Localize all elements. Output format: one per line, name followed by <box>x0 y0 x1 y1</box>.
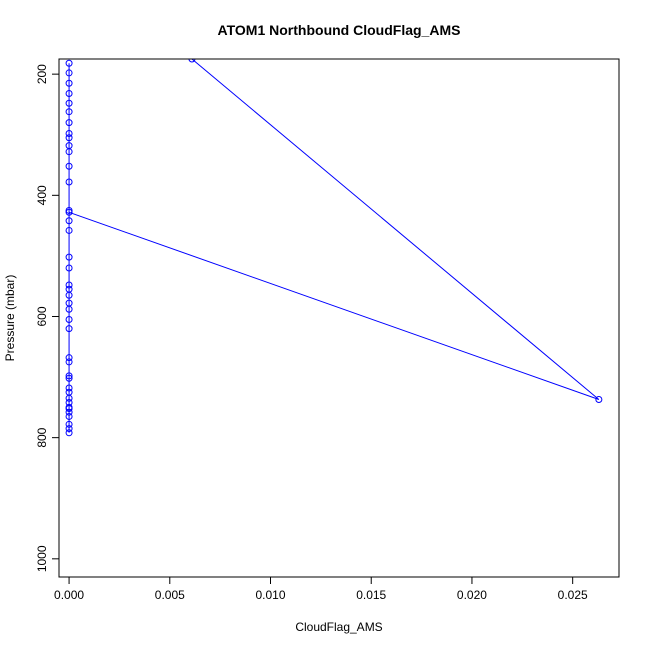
data-point <box>65 281 73 289</box>
data-point <box>65 325 73 333</box>
data-point <box>65 305 73 313</box>
data-point <box>65 384 73 392</box>
y-axis: 200 400 600 800 1000 <box>35 64 60 572</box>
data-point <box>65 408 73 416</box>
data-point <box>65 425 73 433</box>
data-point <box>65 206 73 214</box>
y-tick-label: 1000 <box>35 545 49 572</box>
data-point <box>65 162 73 170</box>
data-point <box>65 264 73 272</box>
x-tick-label: 0.000 <box>54 588 84 602</box>
y-axis-label: Pressure (mbar) <box>3 275 17 362</box>
data-point <box>65 90 73 98</box>
x-tick-label: 0.025 <box>558 588 588 602</box>
data-point <box>65 253 73 261</box>
data-point <box>65 420 73 428</box>
x-axis-label: CloudFlag_AMS <box>295 620 382 634</box>
data-point <box>65 208 73 216</box>
data-point <box>65 412 73 420</box>
data-point <box>65 178 73 186</box>
data-point <box>65 374 73 382</box>
data-point <box>65 69 73 77</box>
chart-title: ATOM1 Northbound CloudFlag_AMS <box>218 22 461 38</box>
data-point <box>65 394 73 402</box>
data-point <box>65 134 73 142</box>
data-point <box>65 108 73 116</box>
y-tick-label: 600 <box>35 306 49 326</box>
x-axis: 0.000 0.005 0.010 0.015 0.020 0.025 <box>54 576 588 602</box>
data-point <box>65 119 73 127</box>
data-point <box>65 148 73 156</box>
x-tick-label: 0.015 <box>356 588 386 602</box>
data-point <box>65 59 73 67</box>
data-point <box>65 403 73 411</box>
y-tick-label: 200 <box>35 64 49 84</box>
x-tick-label: 0.020 <box>457 588 487 602</box>
data-point <box>65 291 73 299</box>
data-point <box>65 316 73 324</box>
data-point <box>65 429 73 437</box>
data-point <box>188 59 196 63</box>
plot-area <box>65 59 603 437</box>
x-tick-label: 0.010 <box>255 588 285 602</box>
data-point <box>65 226 73 234</box>
y-tick-label: 400 <box>35 185 49 205</box>
data-point <box>65 79 73 87</box>
data-point <box>65 372 73 380</box>
data-point <box>65 354 73 362</box>
series-line <box>68 59 600 433</box>
x-tick-label: 0.005 <box>155 588 185 602</box>
data-point <box>65 130 73 138</box>
y-tick-label: 800 <box>35 427 49 447</box>
data-point <box>595 395 603 403</box>
data-point <box>65 358 73 366</box>
data-point <box>65 217 73 225</box>
data-point <box>65 99 73 107</box>
